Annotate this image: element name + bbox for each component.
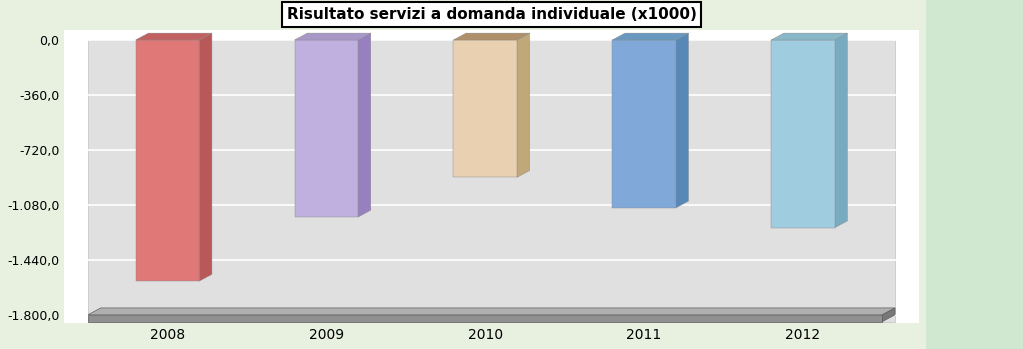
Polygon shape	[676, 33, 688, 208]
Bar	[612, 40, 676, 208]
Bar	[136, 40, 199, 281]
Bar	[295, 40, 358, 217]
Bar	[771, 40, 835, 228]
Polygon shape	[199, 33, 212, 281]
Polygon shape	[517, 33, 530, 177]
Polygon shape	[771, 33, 847, 40]
Polygon shape	[835, 33, 847, 228]
Polygon shape	[295, 33, 370, 40]
Polygon shape	[453, 33, 530, 40]
Polygon shape	[136, 33, 212, 40]
Bar	[88, 315, 882, 322]
Polygon shape	[882, 308, 895, 322]
Bar	[453, 40, 517, 177]
Polygon shape	[612, 33, 688, 40]
Title: Risultato servizi a domanda individuale (x1000): Risultato servizi a domanda individuale …	[286, 7, 697, 22]
Polygon shape	[88, 308, 895, 315]
Polygon shape	[358, 33, 370, 217]
